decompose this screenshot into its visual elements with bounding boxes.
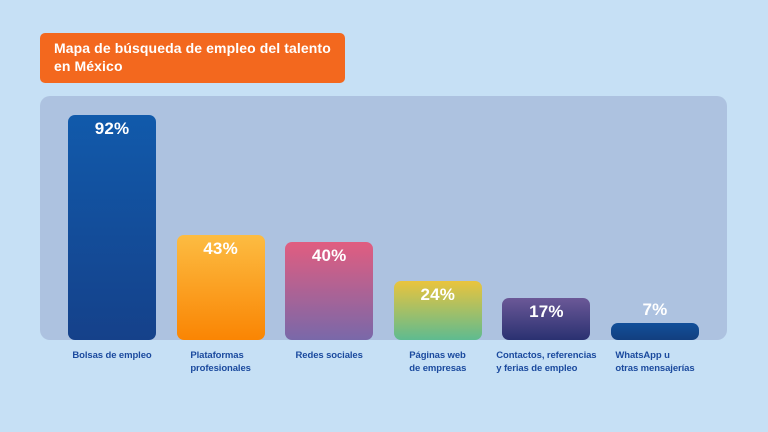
category-label-text: Bolsas de empleo <box>72 349 151 375</box>
bar-chart: 92% 43% 40% 24% 17% 7% <box>40 96 727 340</box>
bar-value-label: 40% <box>311 246 347 265</box>
bar: 40% <box>285 242 374 340</box>
category-labels: Bolsas de empleo Plataformas profesionales… <box>40 349 727 375</box>
category-label: Plataformas profesionales <box>177 349 265 375</box>
bar: 43% <box>176 235 265 340</box>
category-label: Redes sociales <box>285 349 373 375</box>
chart-title-line2: en México <box>54 58 123 75</box>
bar: 24% <box>393 281 482 340</box>
bar-value-label: 24% <box>420 285 456 304</box>
category-label-line: y ferias de empleo <box>496 363 578 375</box>
bar-column: 17% <box>502 298 591 340</box>
category-label-text: Páginas web de empresas <box>409 349 466 375</box>
category-label-line: de empresas <box>409 363 467 375</box>
category-label-line: otras mensajerías <box>615 363 695 375</box>
category-label: Bolsas de empleo <box>68 349 156 375</box>
bar-column: 92% <box>68 115 156 340</box>
category-label: Contactos, referencias y ferias de empleo <box>496 349 596 375</box>
category-label-line: Redes sociales <box>295 350 363 361</box>
bar: 92% <box>68 115 156 340</box>
category-label: WhatsApp u otras mensajerías <box>611 349 699 375</box>
bar-value-label: 17% <box>529 302 564 321</box>
bar-value-label: 92% <box>94 119 130 138</box>
bar-value-label: 7% <box>642 300 668 319</box>
bar-column: 43% <box>176 235 265 340</box>
bar-value-label: 43% <box>203 239 238 258</box>
chart-title: Mapa de búsqueda de empleo del talento e… <box>40 33 345 83</box>
bar: 7% <box>610 300 699 340</box>
bar-column: 7% <box>610 300 699 340</box>
category-label-line: WhatsApp u <box>615 350 670 361</box>
category-label-text: WhatsApp u otras mensajerías <box>615 349 694 375</box>
category-label-line: Páginas web <box>409 350 466 361</box>
chart-title-line1: Mapa de búsqueda de empleo del talento <box>54 40 331 56</box>
category-label-text: Contactos, referencias y ferias de empleo <box>496 349 596 375</box>
bar-column: 40% <box>285 242 374 340</box>
category-label-line: Contactos, referencias <box>496 350 597 361</box>
category-label: Páginas web de empresas <box>394 349 482 375</box>
category-label-line: Bolsas de empleo <box>72 350 152 361</box>
category-label-text: Redes sociales <box>296 349 363 375</box>
bar: 17% <box>502 298 591 340</box>
category-label-line: Plataformas <box>190 350 244 361</box>
bar-column: 24% <box>393 281 482 340</box>
category-label-line: profesionales <box>190 363 251 375</box>
category-label-text: Plataformas profesionales <box>190 349 251 375</box>
